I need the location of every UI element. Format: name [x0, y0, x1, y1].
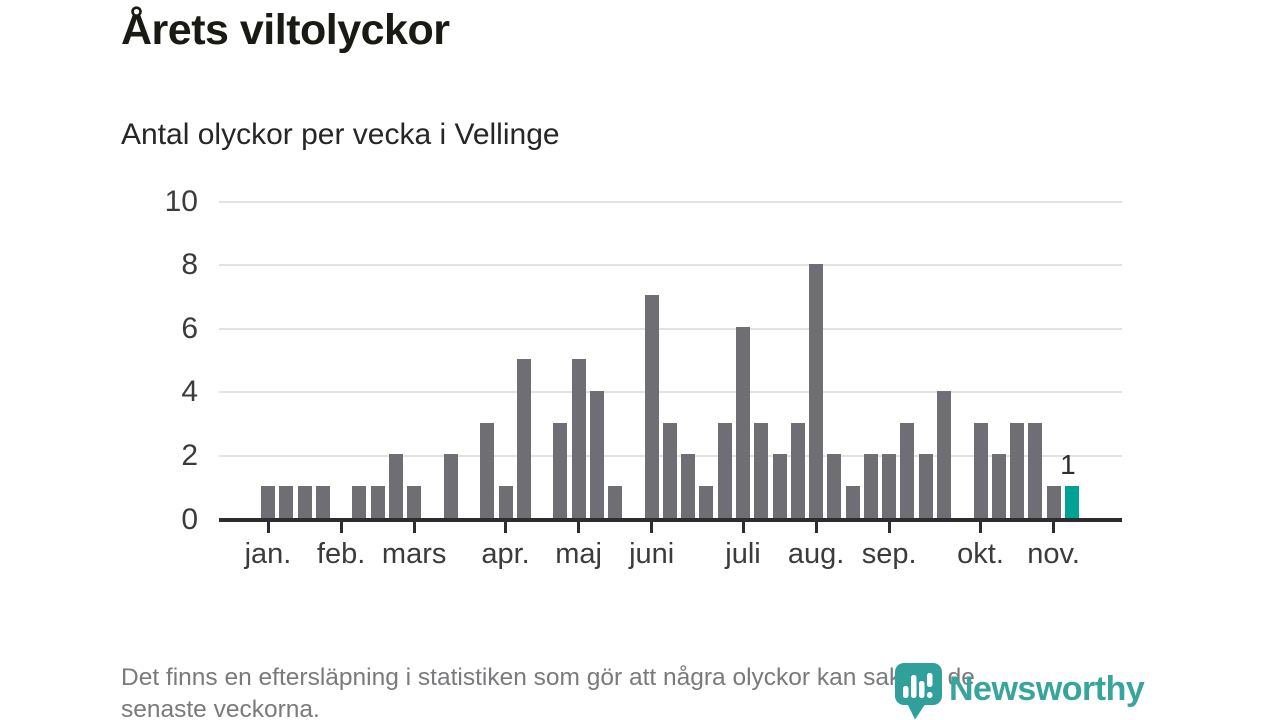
bar-week-23	[662, 422, 677, 518]
month-label-feb: feb.	[316, 538, 366, 570]
bar-week-27	[736, 327, 751, 518]
bar-week-25	[699, 486, 714, 518]
page-title: Årets viltolyckor	[121, 6, 450, 54]
bar-week-20	[608, 486, 623, 518]
bar-week-19	[589, 390, 604, 518]
bar-week-35	[882, 454, 897, 518]
x-tick-apr	[504, 521, 507, 533]
month-label-aug: aug.	[787, 538, 845, 570]
bar-week-29	[772, 454, 787, 518]
bar-week-18	[571, 359, 586, 518]
bar-week-38	[936, 390, 951, 518]
bar-week-2	[279, 486, 294, 518]
y-axis-label-0: 0	[181, 502, 198, 536]
footnote-line-1: Det finns en eftersläpning i statistiken…	[121, 664, 975, 691]
gridline-6	[219, 327, 1122, 330]
x-tick-jan	[266, 521, 270, 533]
bar-week-30	[790, 422, 805, 518]
month-label-okt: okt.	[957, 538, 1004, 570]
y-axis-label-2: 2	[181, 438, 198, 472]
y-axis-label-6: 6	[181, 311, 198, 345]
y-axis-label-8: 8	[181, 248, 198, 282]
x-tick-nov	[1052, 521, 1056, 533]
x-axis-line	[219, 517, 1122, 522]
bar-week-36	[900, 422, 915, 518]
newsworthy-wordmark: Newsworthy	[949, 670, 1145, 708]
bar-week-17	[553, 422, 568, 518]
bar-week-4	[315, 486, 330, 518]
x-tick-okt	[979, 521, 983, 533]
x-tick-juni	[650, 521, 654, 533]
newsworthy-pin-icon	[895, 663, 942, 720]
gridline-10	[219, 200, 1122, 203]
x-tick-mars	[412, 521, 416, 533]
x-tick-aug	[814, 521, 818, 533]
bar-week-9	[407, 486, 422, 518]
gridline-8	[219, 264, 1122, 267]
bar-week-28	[754, 422, 769, 518]
bar-week-34	[863, 454, 878, 518]
bar-week-24	[681, 454, 696, 518]
y-axis-label-4: 4	[181, 375, 198, 409]
bar-week-7	[370, 486, 385, 518]
last-bar-value-label: 1	[1060, 449, 1076, 480]
bar-week-44	[1046, 486, 1061, 518]
bar-week-37	[918, 454, 933, 518]
month-label-jan: jan.	[244, 538, 292, 570]
month-label-apr: apr.	[481, 538, 530, 570]
bar-week-8	[388, 454, 403, 518]
gridline-4	[219, 391, 1122, 394]
bar-week-45-highlight	[1064, 486, 1079, 518]
bar-week-32	[827, 454, 842, 518]
bar-week-41	[991, 454, 1006, 518]
bar-week-42	[1010, 422, 1025, 518]
bar-week-15	[516, 359, 531, 518]
newsworthy-logo: Newsworthy	[895, 663, 1145, 720]
x-tick-juli	[741, 521, 745, 533]
month-label-nov: nov.	[1027, 538, 1080, 570]
month-label-sep: sep.	[861, 538, 917, 570]
bar-week-3	[297, 486, 312, 518]
bar-week-13	[480, 422, 495, 518]
bar-week-14	[498, 486, 513, 518]
x-tick-sep	[887, 521, 891, 533]
bar-week-11	[443, 454, 458, 518]
x-tick-maj	[577, 521, 581, 533]
chart-subtitle: Antal olyckor per vecka i Vellinge	[121, 118, 560, 151]
month-label-maj: maj	[555, 538, 602, 570]
month-label-juli: juli	[725, 538, 761, 570]
footnote-line-2: senaste veckorna.	[121, 695, 320, 720]
x-tick-feb	[339, 521, 343, 533]
month-label-mars: mars	[381, 538, 447, 570]
footnote: Det finns en eftersläpning i statistiken…	[121, 662, 975, 720]
month-label-juni: juni	[629, 538, 675, 570]
bar-week-40	[973, 422, 988, 518]
bar-week-26	[717, 422, 732, 518]
y-axis-label-10: 10	[164, 184, 198, 218]
bar-week-1	[261, 486, 275, 518]
bar-week-6	[352, 486, 367, 518]
bar-week-22	[644, 295, 659, 518]
bar-week-31	[809, 263, 824, 518]
bar-week-33	[845, 486, 860, 518]
bar-week-43	[1028, 422, 1043, 518]
